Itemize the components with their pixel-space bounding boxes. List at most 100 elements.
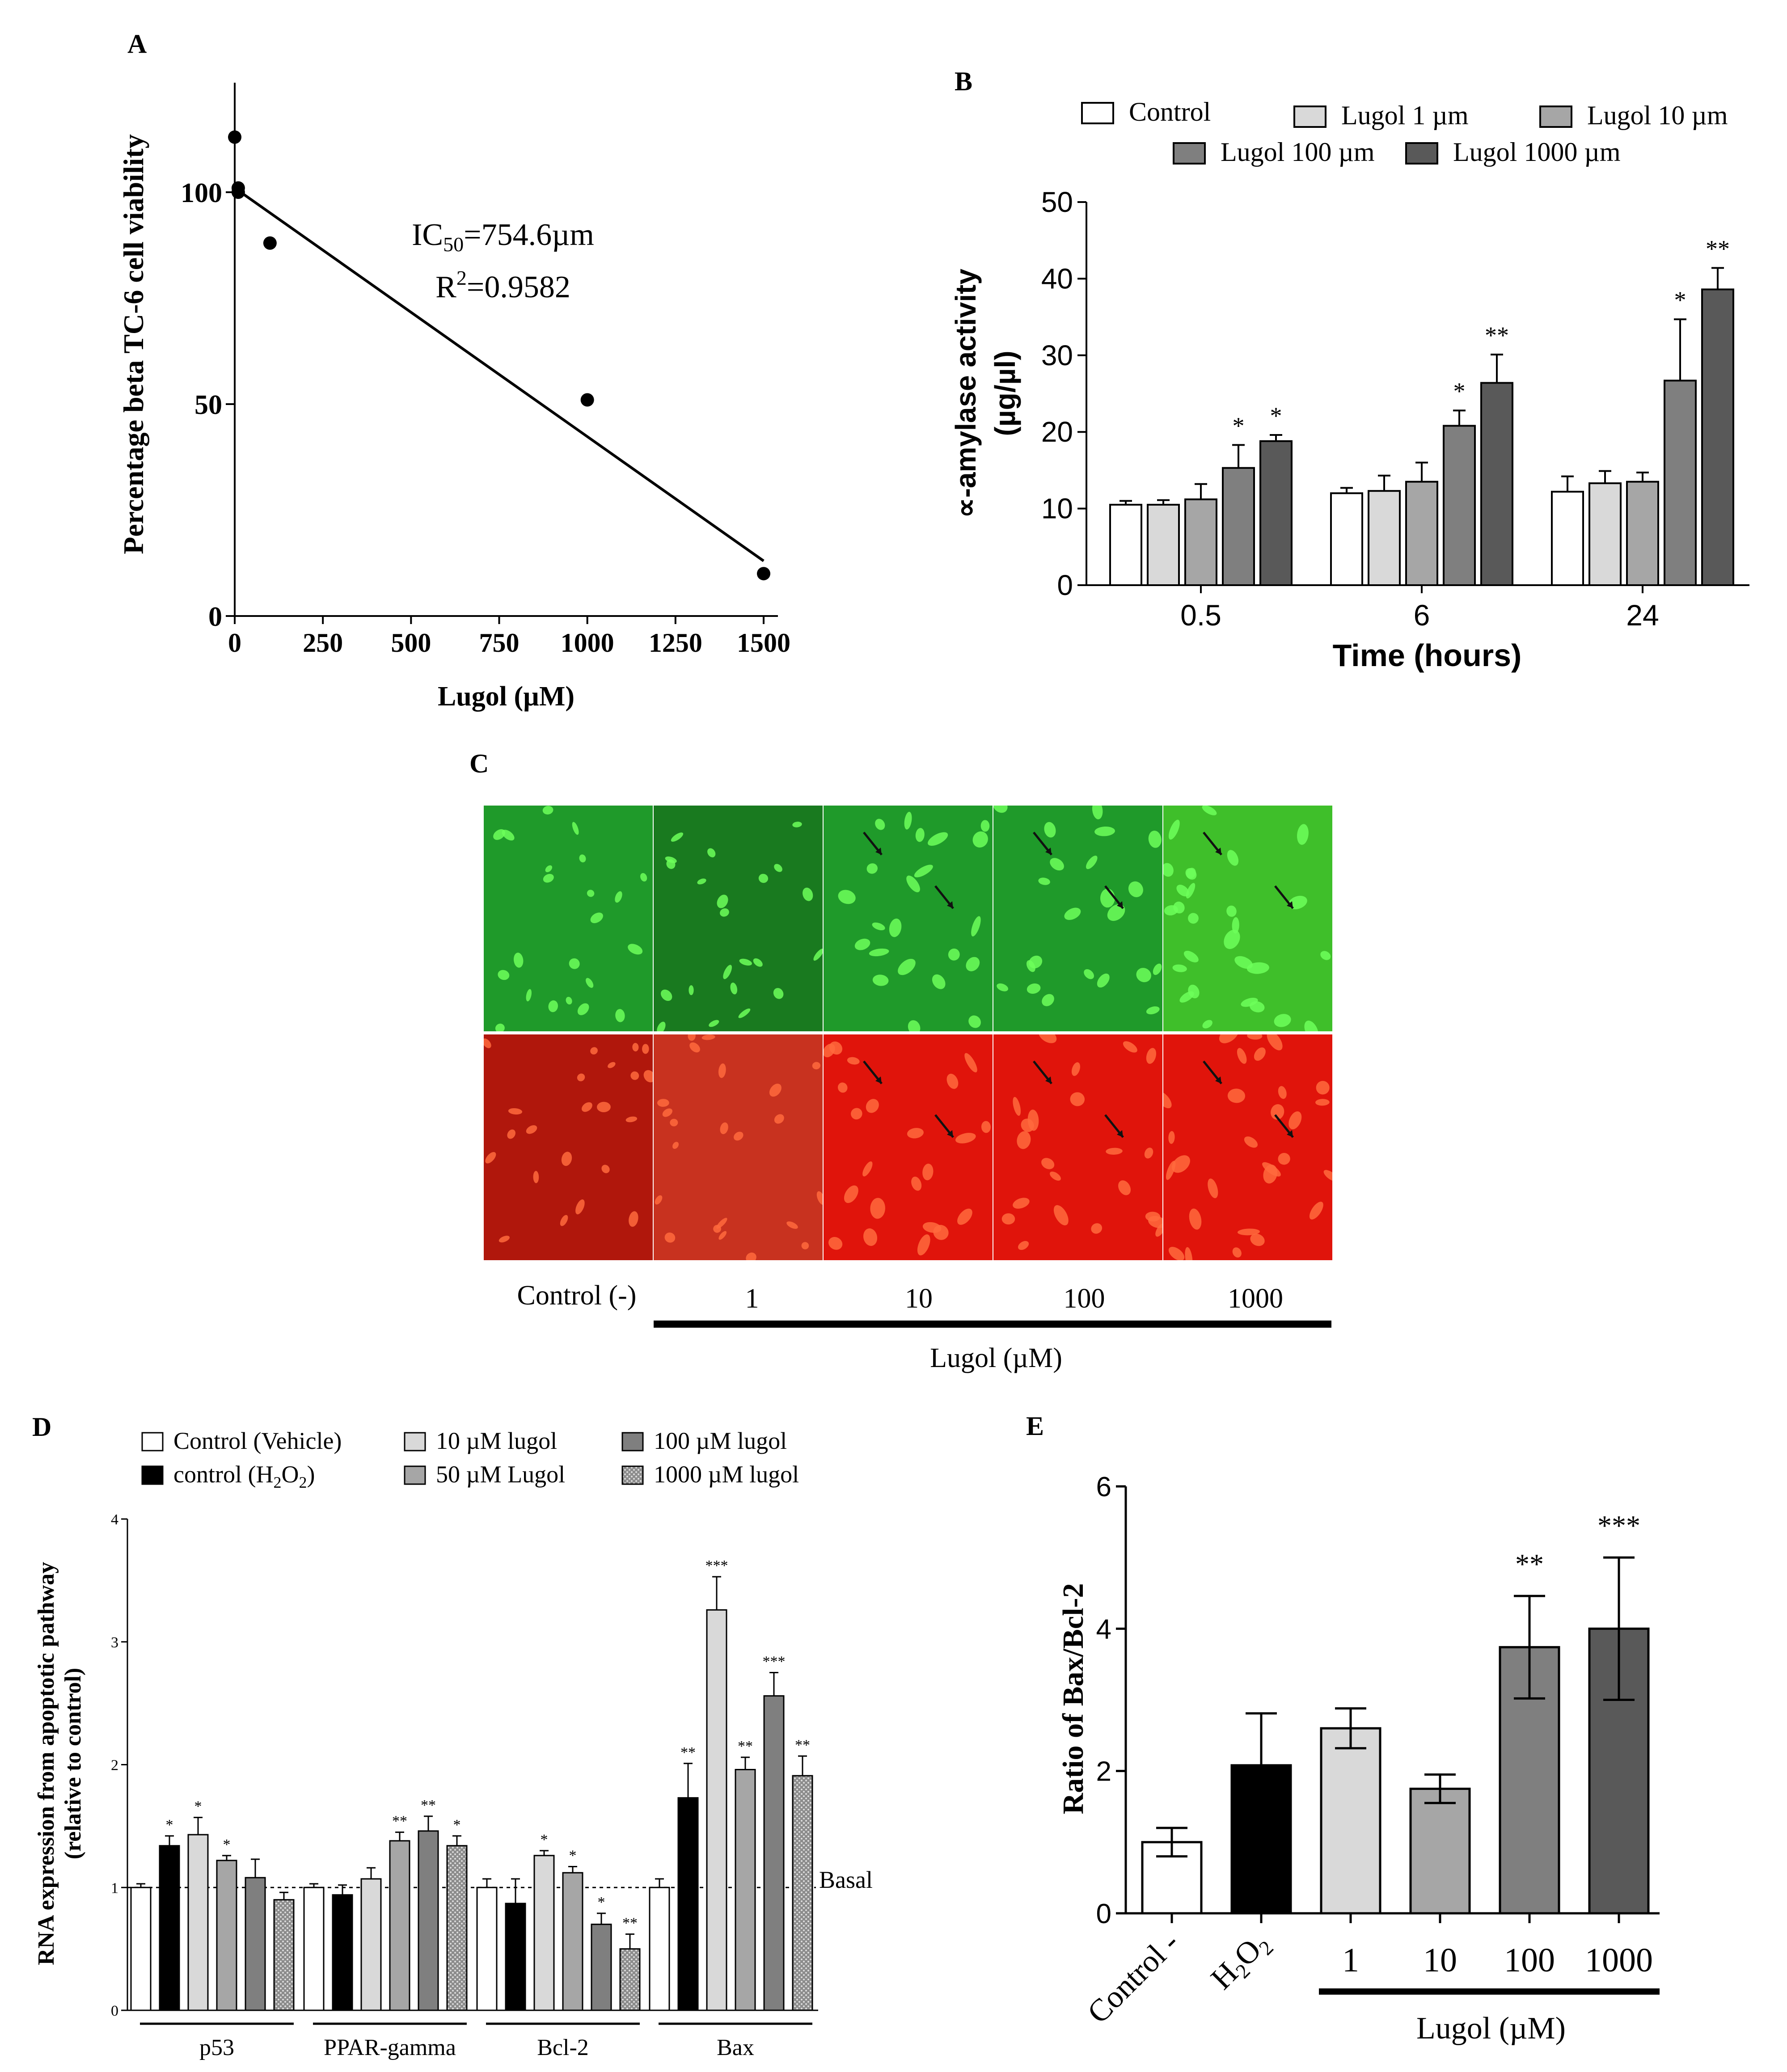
cell-blob <box>1288 1111 1302 1130</box>
cell-blob <box>773 988 784 999</box>
b-y-tick-label: 50 <box>1041 186 1073 218</box>
a-x-tick-label: 1500 <box>737 628 790 658</box>
cell-blob <box>1172 1155 1190 1173</box>
arrow-head <box>875 1076 882 1084</box>
cell-blob <box>1146 1006 1160 1015</box>
cell-blob <box>526 1125 537 1134</box>
a-x-tick-label: 250 <box>303 628 343 658</box>
cell-blob <box>1146 1048 1157 1064</box>
d-legend-label: control (H2O2) <box>173 1461 315 1491</box>
b-bar <box>1701 288 1734 586</box>
arrow-head <box>1117 901 1123 908</box>
cell-blob <box>662 1108 672 1117</box>
d-group-label: PPAR-gamma <box>324 2035 456 2060</box>
d-significance: * <box>598 1894 605 1911</box>
e-significance: *** <box>1597 1510 1640 1541</box>
b-legend-swatch <box>1539 105 1572 128</box>
cell-blob <box>946 1073 959 1089</box>
cell-blob <box>866 863 878 874</box>
cell-blob <box>866 1099 879 1113</box>
cell-blob <box>1097 973 1110 988</box>
a-x-tick-label: 0 <box>228 628 241 658</box>
cell-blob <box>862 1161 873 1177</box>
b-x-tick-label: 0.5 <box>1180 599 1221 632</box>
a-fit-line <box>234 187 765 562</box>
cell-blob <box>1208 1178 1218 1198</box>
cell-blob <box>948 948 960 961</box>
micrograph-background <box>824 1034 993 1260</box>
cell-blob <box>590 1047 598 1055</box>
cell-blob <box>1274 1014 1291 1027</box>
cell-blob <box>1320 951 1331 960</box>
cell-blob <box>1168 1131 1175 1144</box>
cell-blob <box>1278 1152 1290 1165</box>
cell-blob <box>730 982 738 995</box>
cell-blob <box>997 983 1009 992</box>
d-y-tick-label: 4 <box>111 1511 118 1528</box>
d-bar <box>360 1878 382 2011</box>
a-ic50-annotation: IC50=754.6µm <box>412 218 594 256</box>
cell-blob <box>508 1108 523 1115</box>
a-data-point <box>757 567 770 581</box>
cell-blob <box>769 1084 782 1097</box>
cell-blob <box>957 1208 972 1225</box>
cell-blob <box>709 1020 719 1027</box>
cell-blob <box>928 832 948 846</box>
cell-blob <box>1241 997 1258 1007</box>
b-y-tick-label: 0 <box>1057 569 1073 601</box>
d-significance: *** <box>706 1557 728 1574</box>
b-bar <box>1443 425 1476 586</box>
d-legend-label: 10 µM lugol <box>436 1427 557 1454</box>
d-group-label: Bcl-2 <box>537 2035 589 2060</box>
cell-blob <box>1070 1092 1085 1106</box>
e-x-tick-label: Control - <box>1081 1925 1186 2030</box>
c-label-100: 100 <box>1064 1283 1105 1314</box>
e-bar <box>1409 1787 1471 1915</box>
cell-blob <box>1094 826 1115 836</box>
b-legend-swatch <box>1293 105 1327 128</box>
cell-blob <box>922 1164 934 1181</box>
b-x-label: Time (hours) <box>1333 638 1522 673</box>
cell-blob <box>816 1191 823 1205</box>
micrograph-background <box>484 806 653 1031</box>
c-label-10: 10 <box>905 1283 933 1314</box>
micrograph-grid <box>484 806 1332 1262</box>
d-significance: * <box>194 1798 202 1815</box>
arrow-head <box>1045 848 1052 855</box>
cell-blob <box>1027 1110 1039 1131</box>
cell-blob <box>968 1015 981 1028</box>
d-y-label-line1: RNA expression from apoptotic pathway <box>34 1562 59 1965</box>
cell-blob <box>1226 905 1237 917</box>
d-significance: ** <box>795 1737 810 1753</box>
cell-blob <box>1271 1104 1284 1120</box>
d-significance: * <box>166 1817 173 1833</box>
cell-blob <box>597 1101 611 1113</box>
micrograph-background <box>654 806 823 1031</box>
cell-blob <box>774 864 782 872</box>
b-legend-label: Lugol 1000 µm <box>1453 137 1621 167</box>
cell-blob <box>980 820 990 832</box>
d-bar <box>505 1903 526 2011</box>
d-bar <box>130 1886 152 2011</box>
d-bar <box>591 1924 612 2011</box>
cell-blob <box>875 819 885 830</box>
cell-blob <box>718 1231 727 1240</box>
a-r2-annotation: R2=0.9582 <box>435 266 570 304</box>
a-data-point <box>231 186 245 199</box>
b-bar <box>1147 504 1180 587</box>
b-y-tick-label: 40 <box>1041 262 1073 295</box>
d-bar <box>418 1830 439 2011</box>
cell-blob <box>572 822 579 835</box>
cell-blob <box>625 1116 638 1123</box>
cell-blob <box>1186 883 1196 899</box>
cell-blob <box>972 831 988 848</box>
cell-blob <box>1232 917 1239 934</box>
e-significance: ** <box>1515 1548 1544 1580</box>
b-legend-label: Control <box>1129 97 1211 127</box>
d-bar <box>677 1797 699 2011</box>
e-x-tick-label: 1 <box>1342 1941 1359 1979</box>
cell-blob <box>670 1118 678 1127</box>
cell-blob <box>1168 819 1180 840</box>
cell-blob <box>672 1142 679 1149</box>
d-y-label-line2: (relative to control) <box>60 1668 86 1859</box>
